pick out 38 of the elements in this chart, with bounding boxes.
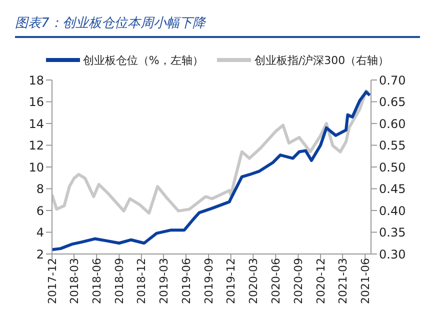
y-tick-label: 14 — [28, 116, 44, 131]
x-tick-label: 2021-06 — [358, 258, 372, 304]
x-tick-label: 2020-12 — [314, 258, 328, 304]
y2-tick-label: 0.40 — [379, 204, 406, 218]
y-tick-label: 12 — [28, 138, 44, 153]
y2-tick-label: 0.60 — [379, 116, 406, 131]
x-tick-label: 2021-03 — [336, 258, 350, 304]
y-tick-label: 6 — [36, 204, 44, 218]
y-tick-label: 2 — [36, 247, 44, 262]
y2-tick-label: 0.55 — [379, 138, 406, 153]
x-tick-label: 2019-09 — [202, 258, 216, 304]
line-series — [52, 89, 370, 215]
y-tick-label: 10 — [28, 160, 44, 174]
x-tick-label: 2020-09 — [292, 258, 306, 304]
x-tick-label: 2019-12 — [224, 258, 238, 304]
y2-tick-label: 0.35 — [379, 226, 406, 240]
x-tick-label: 2019-06 — [180, 258, 193, 304]
x-tick-label: 2018-06 — [90, 258, 104, 304]
x-tick-label: 2020-06 — [270, 258, 282, 304]
y-tick-label: 18 — [28, 73, 44, 88]
x-tick-label: 2018-03 — [68, 258, 81, 304]
y2-tick-label: 0.50 — [379, 160, 406, 174]
line-series — [52, 90, 371, 252]
legend-label: 创业板仓位（%，左轴） — [82, 52, 204, 68]
legend-label: 创业板指/沪深300（右轴） — [254, 52, 390, 68]
y2-tick-label: 0.30 — [379, 247, 406, 262]
y2-tick-label: 0.65 — [379, 95, 406, 110]
x-tick-label: 2017-12 — [46, 258, 59, 304]
x-tick-label: 2018-12 — [135, 258, 148, 304]
y-tick-label: 16 — [28, 95, 44, 110]
x-tick-label: 2018-09 — [112, 258, 126, 304]
x-tick-label: 2019-03 — [157, 258, 170, 304]
y2-tick-label: 0.45 — [379, 182, 406, 196]
x-tick-label: 2020-03 — [246, 258, 260, 304]
y-tick-label: 4 — [36, 226, 44, 240]
chart-title: 图表7：创业板仓位本周小幅下降 — [15, 14, 420, 38]
y2-tick-label: 0.70 — [379, 73, 406, 88]
y-tick-label: 8 — [36, 182, 44, 196]
